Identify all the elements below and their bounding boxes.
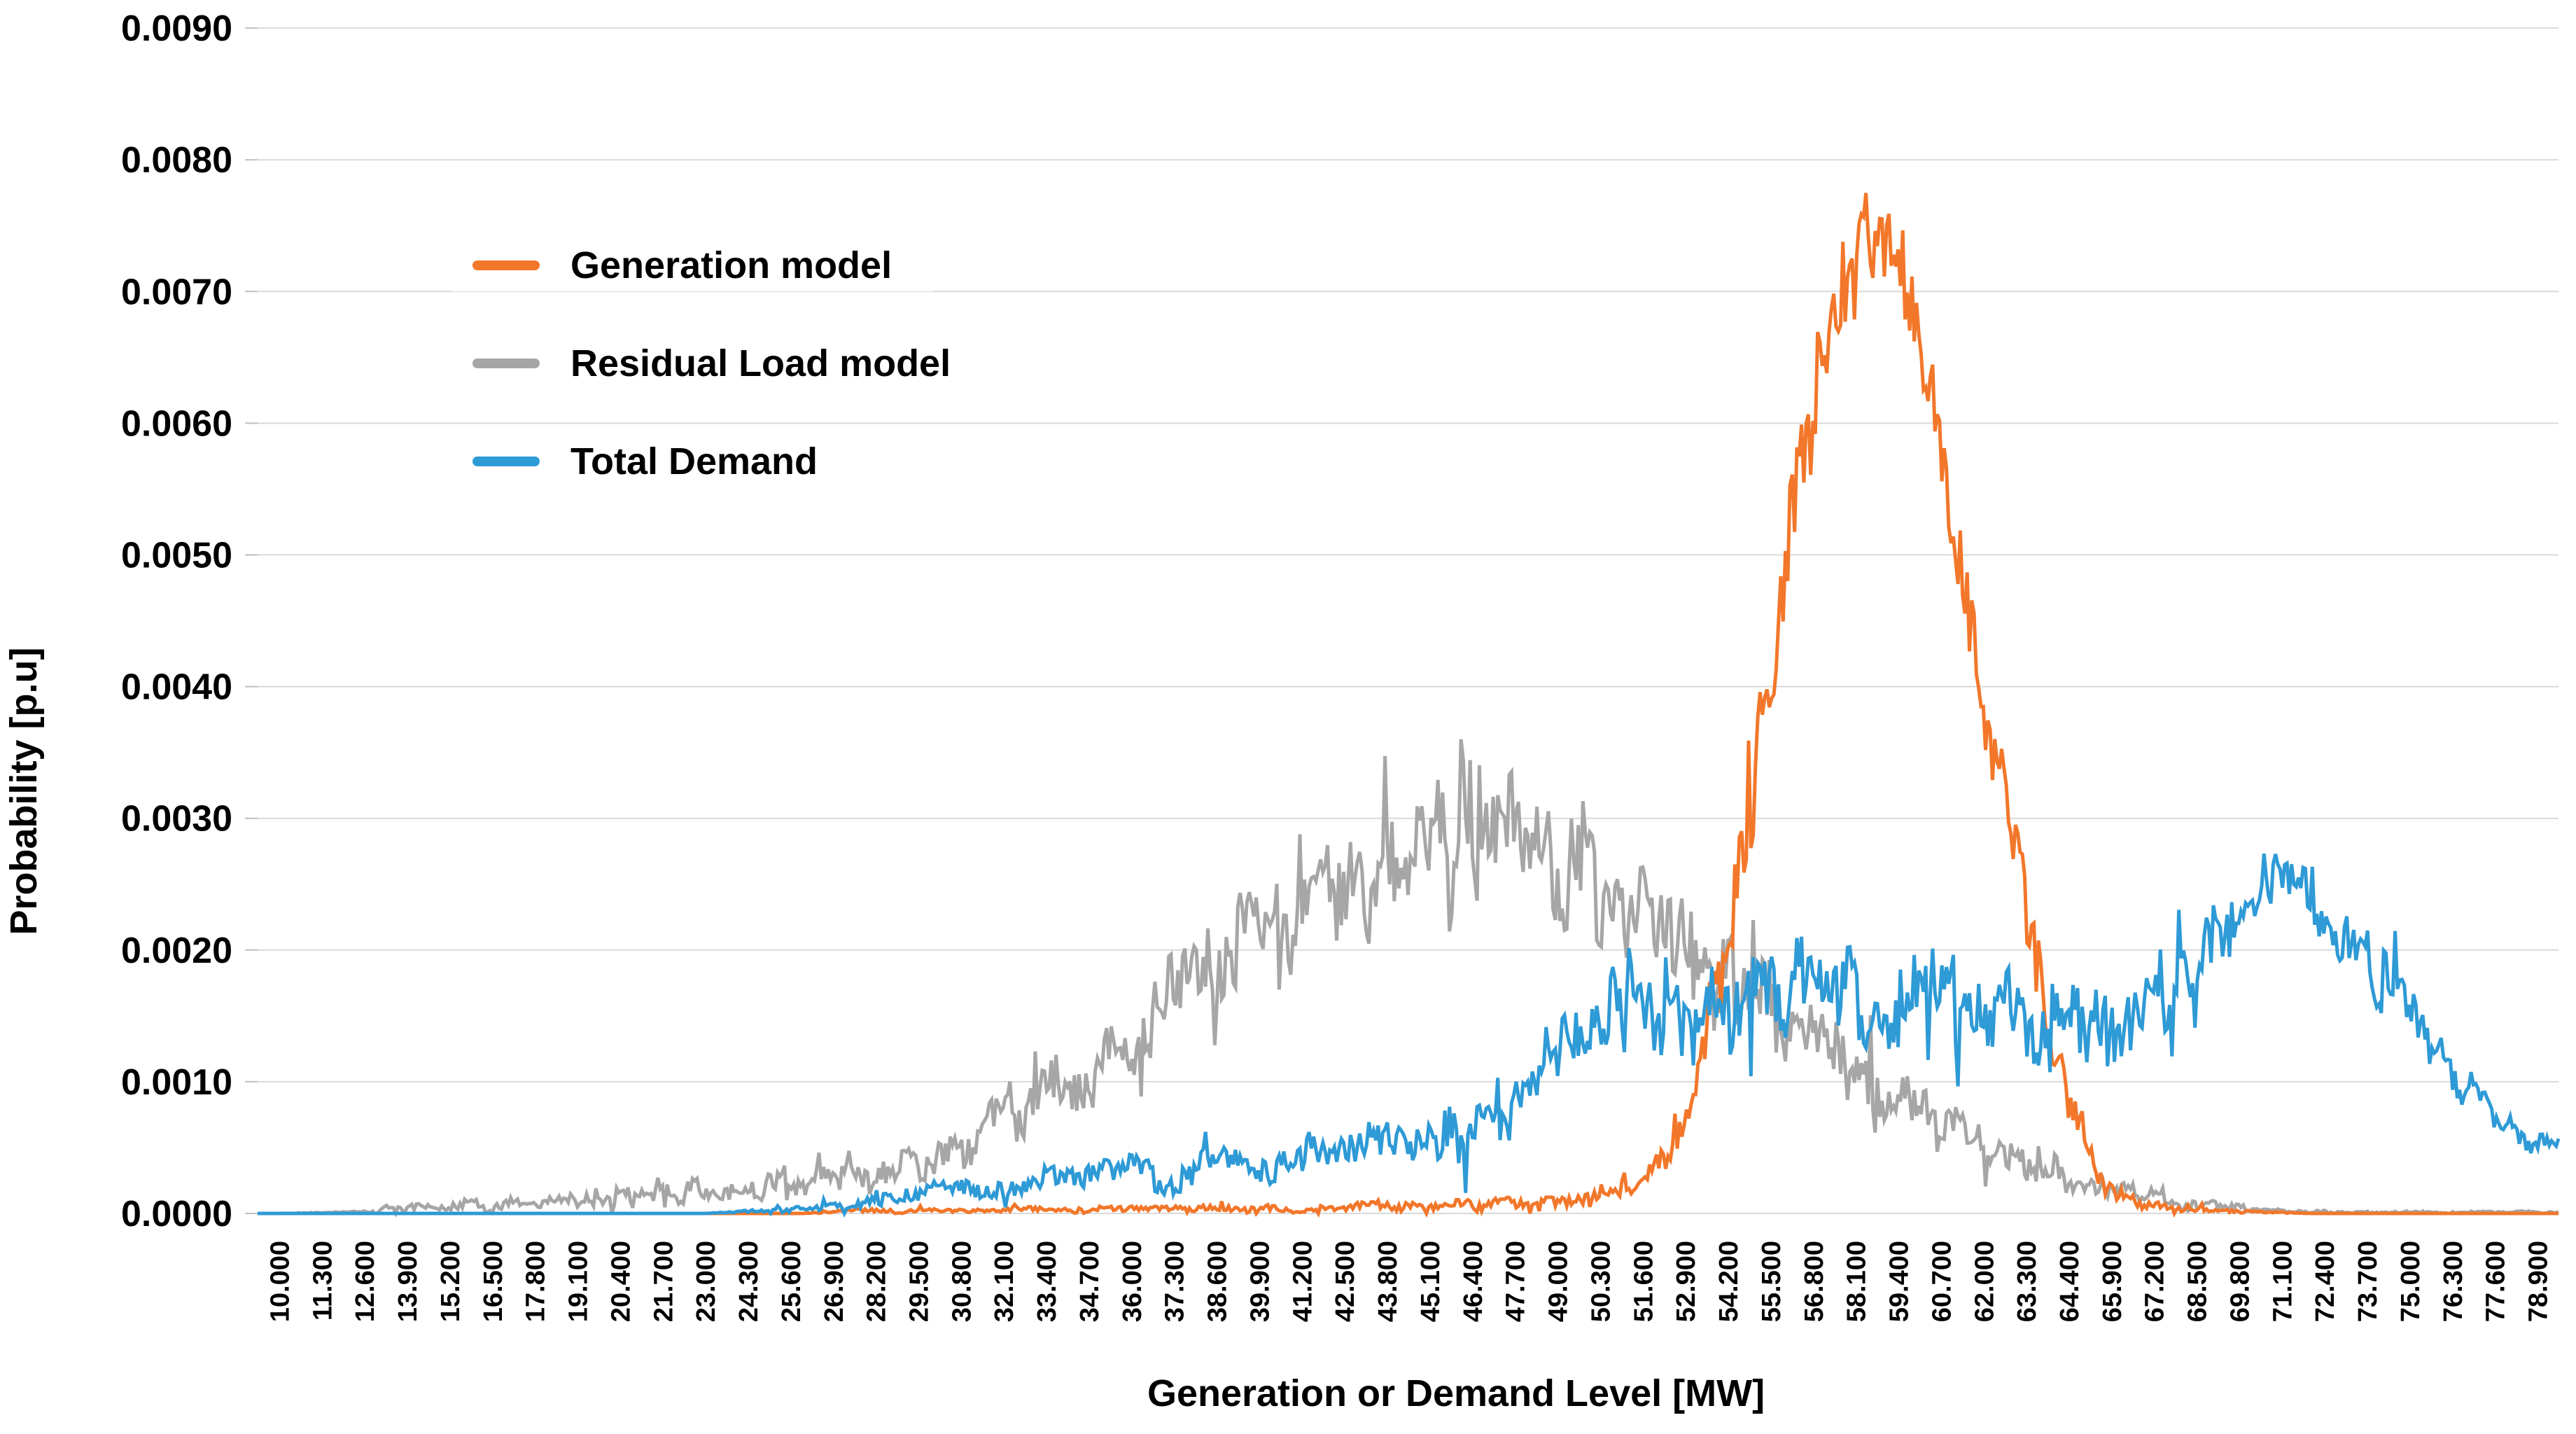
x-tick-label: 75.000 (2396, 1241, 2426, 1322)
x-tick-label: 32.100 (990, 1241, 1019, 1322)
x-axis-labels-layer: 10.000 11.300 12.600 13.900 15.200 16.500 17.8… (265, 1241, 2553, 1322)
x-tick-label: 77.600 (2482, 1241, 2511, 1322)
y-tick-label: 0.0090 (121, 8, 232, 49)
x-tick-label: 55.500 (1757, 1241, 1786, 1322)
x-tick-label: 58.100 (1842, 1241, 1872, 1322)
y-tick-label: 0.0000 (121, 1194, 232, 1234)
x-tick-label: 37.300 (1161, 1241, 1190, 1322)
x-tick-label: 69.800 (2226, 1241, 2255, 1322)
x-tick-label: 60.700 (1927, 1241, 1956, 1322)
x-tick-label: 78.900 (2524, 1241, 2554, 1322)
x-tick-label: 30.800 (947, 1241, 976, 1322)
x-tick-label: 64.400 (2055, 1241, 2085, 1322)
y-axis-ticks-layer (245, 27, 258, 1214)
x-tick-label: 62.000 (1970, 1241, 1999, 1322)
y-tick-label: 0.0070 (121, 272, 232, 312)
x-tick-label: 23.000 (692, 1241, 721, 1322)
y-tick-label: 0.0040 (121, 667, 232, 708)
x-tick-label: 33.400 (1032, 1241, 1062, 1322)
x-tick-label: 71.100 (2268, 1241, 2297, 1322)
x-tick-label: 34.700 (1075, 1241, 1105, 1322)
x-tick-label: 15.200 (436, 1241, 465, 1322)
x-tick-label: 26.900 (820, 1241, 849, 1322)
y-tick-label: 0.0020 (121, 931, 232, 971)
x-tick-label: 59.400 (1885, 1241, 1914, 1322)
x-tick-label: 36.000 (1118, 1241, 1147, 1322)
x-tick-label: 41.200 (1288, 1241, 1317, 1322)
x-tick-label: 52.900 (1672, 1241, 1701, 1322)
x-tick-label: 73.700 (2353, 1241, 2383, 1322)
x-tick-label: 21.700 (649, 1241, 678, 1322)
x-tick-label: 10.000 (265, 1241, 295, 1322)
series-total-demand (258, 853, 2561, 1218)
x-tick-label: 46.400 (1459, 1241, 1488, 1322)
legend-label-residual-load-model: Residual Load model (570, 342, 951, 384)
x-tick-label: 20.400 (606, 1241, 636, 1322)
y-tick-label: 0.0080 (121, 140, 232, 181)
legend-swatch-residual-load-model (472, 358, 540, 368)
x-tick-label: 45.100 (1416, 1241, 1446, 1322)
x-tick-label: 51.600 (1629, 1241, 1658, 1322)
series-layer (258, 193, 2561, 1218)
y-tick-label: 0.0030 (121, 799, 232, 840)
x-tick-label: 13.900 (393, 1241, 423, 1322)
y-axis-title: Probability [p.u] (3, 648, 45, 935)
y-tick-label: 0.0060 (121, 403, 232, 444)
x-tick-label: 17.800 (522, 1241, 551, 1322)
x-tick-label: 67.200 (2141, 1241, 2170, 1322)
legend-label-total-demand: Total Demand (570, 440, 818, 482)
x-tick-label: 28.200 (862, 1241, 892, 1322)
y-axis-labels-layer: 0.0090 0.0080 0.0070 0.0060 0.0050 0.0040 0.00… (121, 8, 232, 1234)
x-tick-label: 12.600 (351, 1241, 380, 1322)
x-tick-label: 49.000 (1544, 1241, 1574, 1322)
legend-swatch-generation-model (472, 260, 540, 270)
x-axis-title: Generation or Demand Level [MW] (1147, 1372, 1765, 1414)
x-tick-label: 56.800 (1800, 1241, 1829, 1322)
x-tick-label: 39.900 (1246, 1241, 1275, 1322)
x-tick-label: 16.500 (479, 1241, 508, 1322)
series-residual-load-model (258, 739, 2559, 1218)
x-tick-label: 42.500 (1331, 1241, 1360, 1322)
x-tick-label: 63.300 (2012, 1241, 2042, 1322)
legend-item-generation-model: Generation model (451, 239, 934, 291)
legend: Generation model Residual Load model Tot… (451, 239, 993, 534)
legend-label-generation-model: Generation model (570, 244, 892, 286)
x-tick-label: 47.700 (1502, 1241, 1531, 1322)
x-tick-label: 24.300 (734, 1241, 764, 1322)
y-tick-label: 0.0050 (121, 536, 232, 576)
x-tick-label: 72.400 (2311, 1241, 2340, 1322)
y-tick-label: 0.0010 (121, 1062, 232, 1103)
x-tick-label: 38.600 (1203, 1241, 1233, 1322)
x-tick-label: 68.500 (2183, 1241, 2213, 1322)
legend-item-residual-load-model: Residual Load model (451, 337, 993, 389)
legend-item-total-demand: Total Demand (451, 436, 860, 487)
x-tick-label: 11.300 (308, 1241, 337, 1321)
x-tick-label: 25.600 (777, 1241, 806, 1322)
x-tick-label: 76.300 (2439, 1241, 2468, 1322)
x-tick-label: 65.900 (2098, 1241, 2127, 1322)
x-tick-label: 29.500 (905, 1241, 934, 1322)
x-tick-label: 54.200 (1714, 1241, 1744, 1322)
x-tick-label: 19.100 (564, 1241, 594, 1322)
gridlines-layer (258, 27, 2558, 1214)
x-tick-label: 50.300 (1586, 1241, 1616, 1322)
legend-swatch-total-demand (472, 457, 540, 466)
x-tick-label: 43.800 (1373, 1241, 1403, 1322)
